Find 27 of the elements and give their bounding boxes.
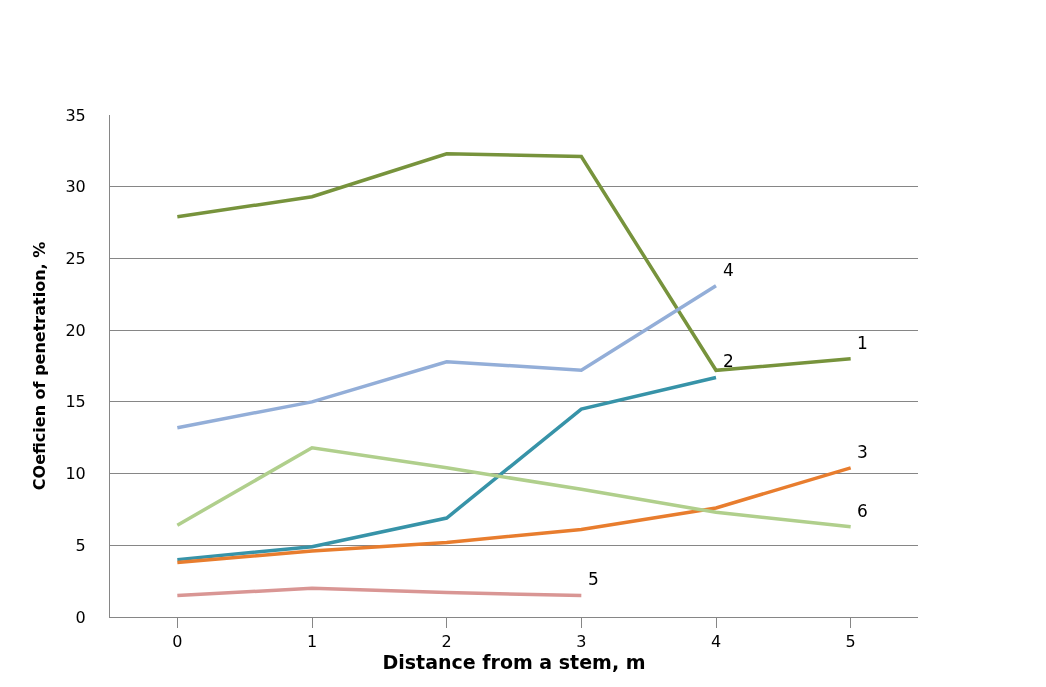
line-series — [175, 446, 853, 529]
line-series — [175, 466, 853, 565]
x-tick-label: 5 — [845, 632, 856, 652]
y-tick-label: 25 — [65, 249, 86, 269]
line-series — [175, 283, 718, 430]
series-label: 2 — [723, 351, 734, 371]
x-tick-label: 0 — [172, 632, 183, 652]
series-label: 6 — [857, 501, 868, 521]
y-tick-label: 10 — [65, 464, 86, 484]
y-tick-label: 0 — [75, 607, 86, 627]
series-label: 3 — [857, 442, 868, 462]
line-series — [175, 375, 718, 562]
y-tick-label: 5 — [75, 535, 86, 555]
x-tick-label: 4 — [710, 632, 722, 652]
series-label: 5 — [588, 569, 599, 589]
y-tick-label: 30 — [65, 177, 86, 197]
series-label: 4 — [723, 260, 734, 280]
x-axis-title: Distance from a stem, m — [382, 651, 646, 674]
y-axis-title: COeficien of penetration, % — [30, 241, 50, 491]
y-tick-label: 20 — [65, 320, 86, 340]
x-tick-label: 1 — [306, 632, 318, 652]
y-tick-label: 15 — [65, 392, 86, 412]
series-label: 1 — [857, 333, 868, 353]
y-tick-label: 35 — [65, 105, 86, 125]
x-tick-label: 2 — [441, 632, 452, 652]
x-tick-label: 3 — [576, 632, 587, 652]
line-series — [175, 151, 853, 373]
